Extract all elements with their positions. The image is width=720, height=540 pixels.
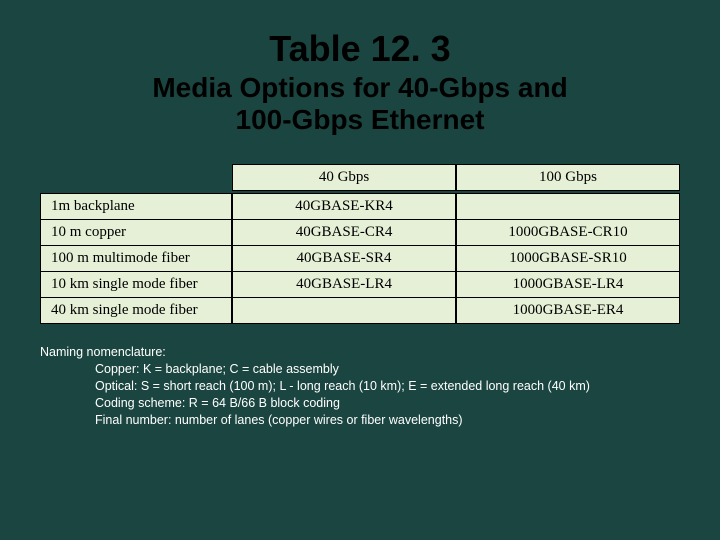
- table-row: 1m backplane 40GBASE-KR4: [41, 194, 680, 220]
- row-label: 40 km single mode fiber: [41, 298, 232, 324]
- table-row: 40 km single mode fiber 1000GBASE-ER4: [41, 298, 680, 324]
- header-empty: [41, 165, 232, 191]
- cell-40g: [233, 298, 456, 324]
- cell-40g: 40GBASE-CR4: [233, 220, 456, 246]
- header-100g: 100 Gbps: [456, 165, 679, 191]
- cell-100g: 1000GBASE-ER4: [456, 298, 679, 324]
- cell-100g: [456, 194, 679, 220]
- media-table: 40 Gbps 100 Gbps 1m backplane 40GBASE-KR…: [40, 164, 680, 324]
- cell-40g: 40GBASE-KR4: [233, 194, 456, 220]
- notes-line: Copper: K = backplane; C = cable assembl…: [40, 361, 680, 378]
- table-row: 10 km single mode fiber 40GBASE-LR4 1000…: [41, 272, 680, 298]
- cell-100g: 1000GBASE-LR4: [456, 272, 679, 298]
- notes-line: Optical: S = short reach (100 m); L - lo…: [40, 378, 680, 395]
- table-header-row: 40 Gbps 100 Gbps: [41, 165, 680, 191]
- table-row: 100 m multimode fiber 40GBASE-SR4 1000GB…: [41, 246, 680, 272]
- cell-100g: 1000GBASE-SR10: [456, 246, 679, 272]
- subtitle-line1: Media Options for 40-Gbps and: [152, 72, 567, 103]
- cell-40g: 40GBASE-LR4: [233, 272, 456, 298]
- slide-subtitle: Media Options for 40-Gbps and 100-Gbps E…: [40, 72, 680, 136]
- slide: Table 12. 3 Media Options for 40-Gbps an…: [0, 0, 720, 540]
- table: 40 Gbps 100 Gbps 1m backplane 40GBASE-KR…: [40, 164, 680, 324]
- row-label: 10 m copper: [41, 220, 232, 246]
- cell-40g: 40GBASE-SR4: [233, 246, 456, 272]
- subtitle-line2: 100-Gbps Ethernet: [236, 104, 485, 135]
- notes-line: Coding scheme: R = 64 B/66 B block codin…: [40, 395, 680, 412]
- table-row: 10 m copper 40GBASE-CR4 1000GBASE-CR10: [41, 220, 680, 246]
- notes-line: Final number: number of lanes (copper wi…: [40, 412, 680, 429]
- header-40g: 40 Gbps: [233, 165, 456, 191]
- row-label: 1m backplane: [41, 194, 232, 220]
- cell-100g: 1000GBASE-CR10: [456, 220, 679, 246]
- row-label: 100 m multimode fiber: [41, 246, 232, 272]
- row-label: 10 km single mode fiber: [41, 272, 232, 298]
- slide-title: Table 12. 3: [40, 28, 680, 70]
- notes-block: Naming nomenclature: Copper: K = backpla…: [40, 344, 680, 428]
- notes-heading: Naming nomenclature:: [40, 344, 680, 361]
